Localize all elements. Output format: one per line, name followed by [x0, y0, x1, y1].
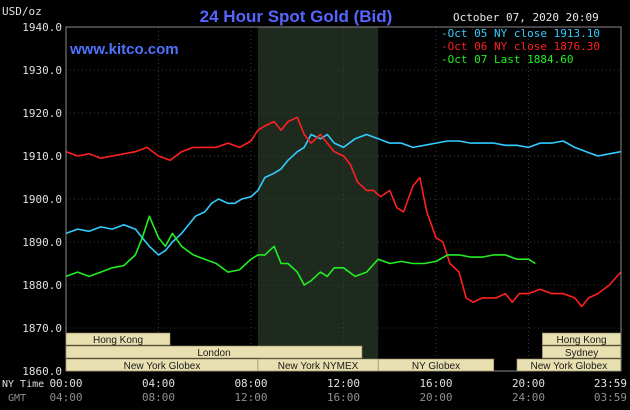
session-label: Hong Kong — [557, 335, 607, 346]
y-tick-label: 1880.0 — [22, 279, 62, 292]
series-layer — [65, 116, 622, 308]
session-bar — [516, 358, 622, 372]
y-tick-label: 1920.0 — [22, 107, 62, 120]
y-tick-label: 1870.0 — [22, 322, 62, 335]
session-label: Sydney — [565, 348, 598, 359]
session-label: New York NYMEX — [278, 361, 359, 372]
legend-entry: -Oct 07 Last 1884.60 — [441, 53, 573, 66]
x-tick-label-gmt: 08:00 — [142, 391, 175, 404]
x-tick-label-ny: 12:00 — [327, 377, 360, 390]
series-line-oct-07 — [65, 215, 536, 286]
y-tick-label: 1900.0 — [22, 193, 62, 206]
x-row-label-ny: NY Time — [2, 379, 44, 390]
x-row-label-gmt: GMT — [8, 393, 26, 404]
x-tick-label-ny: 20:00 — [512, 377, 545, 390]
kitco-url: www.kitco.com — [69, 41, 179, 58]
y-tick-label: 1910.0 — [22, 150, 62, 163]
y-axis: 1940.0 1930.0 1920.0 1910.0 1900.0 1890.0 1880… — [22, 21, 62, 378]
x-tick-label-ny: 16:00 — [419, 377, 452, 390]
legend: -Oct 05 NY close 1913.10-Oct 06 NY close… — [441, 27, 600, 66]
x-tick-label-ny: 00:00 — [49, 377, 82, 390]
x-tick-label-gmt: 16:00 — [327, 391, 360, 404]
timestamp: October 07, 2020 20:09 — [453, 11, 599, 24]
y-tick-label: 1930.0 — [22, 64, 62, 77]
x-axis: 00:0004:0004:0008:0008:0012:0012:0016:00… — [49, 377, 627, 404]
x-tick-label-ny: 04:00 — [142, 377, 175, 390]
market-sessions: Hong Kong Hong Kong London Sydney New York G… — [65, 332, 622, 372]
x-tick-label-gmt: 03:59 — [594, 391, 627, 404]
x-tick-label-gmt: 12:00 — [234, 391, 267, 404]
x-tick-label-ny: 23:59 — [594, 377, 627, 390]
series-line-oct-06 — [65, 116, 622, 308]
session-bar — [542, 332, 622, 346]
x-tick-label-ny: 08:00 — [234, 377, 267, 390]
session-label: Hong Kong — [93, 335, 143, 346]
y-tick-label: 1940.0 — [22, 21, 62, 34]
chart-title: 24 Hour Spot Gold (Bid) — [200, 7, 393, 26]
y-axis-label: USD/oz — [2, 5, 42, 18]
session-bar — [377, 358, 495, 372]
legend-entry: -Oct 05 NY close 1913.10 — [441, 27, 600, 40]
session-label: NY Globex — [412, 361, 460, 372]
session-label: London — [197, 348, 230, 359]
y-tick-label: 1860.0 — [22, 365, 62, 378]
session-bar — [65, 332, 171, 346]
session-label: New York Globex — [530, 361, 607, 372]
x-tick-label-gmt: 04:00 — [49, 391, 82, 404]
series-line-oct-05 — [65, 133, 621, 256]
x-tick-label-gmt: 24:00 — [512, 391, 545, 404]
y-tick-label: 1890.0 — [22, 236, 62, 249]
session-bar — [542, 345, 622, 359]
legend-entry: -Oct 06 NY close 1876.30 — [441, 40, 600, 53]
x-tick-label-gmt: 20:00 — [419, 391, 452, 404]
session-bar — [65, 345, 363, 359]
session-label: New York Globex — [124, 361, 201, 372]
